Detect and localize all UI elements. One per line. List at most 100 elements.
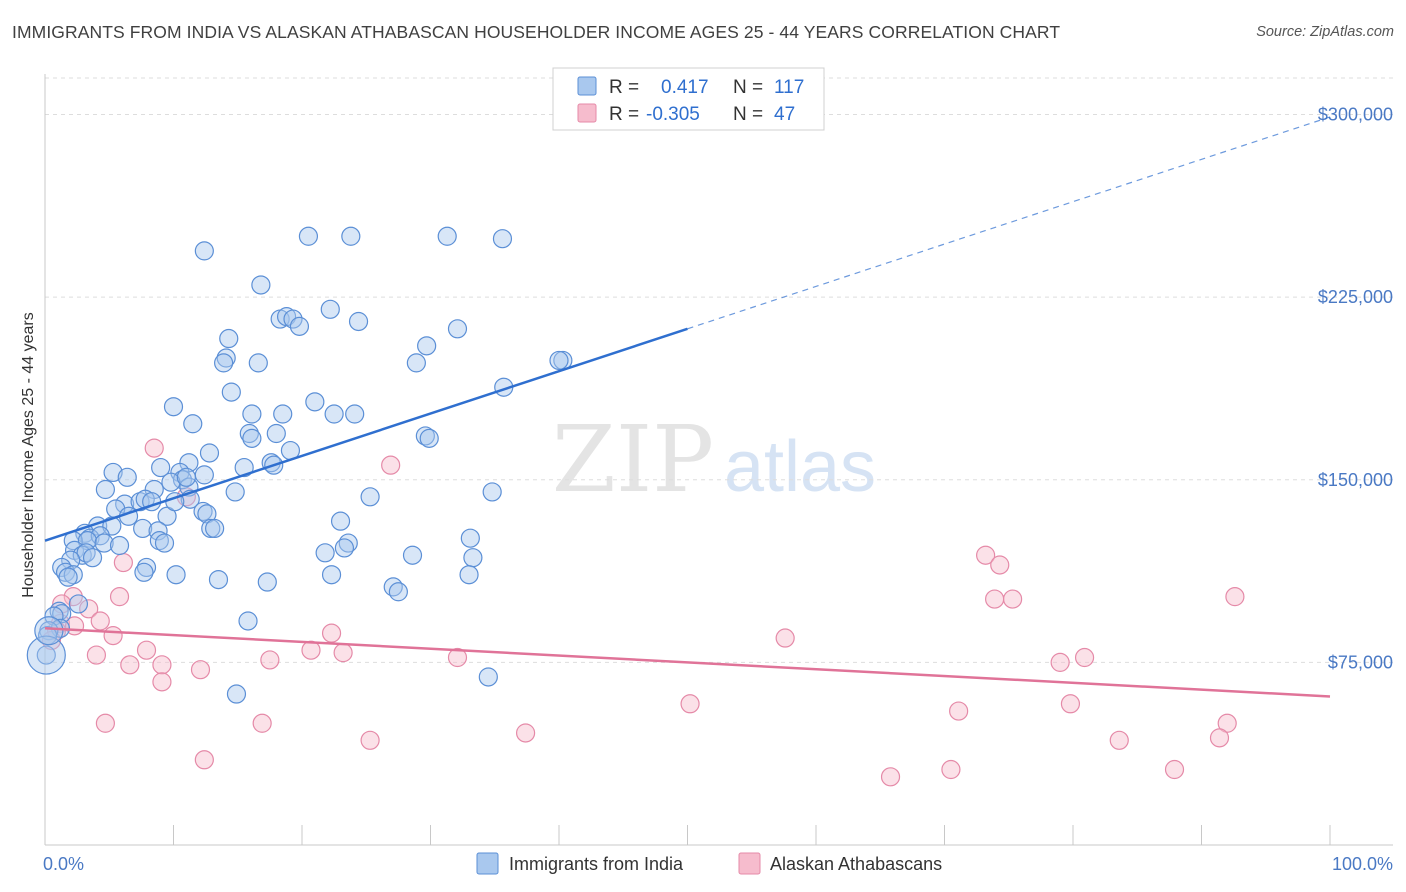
athabascan-point-12	[103, 625, 123, 646]
india-point-25	[273, 404, 293, 424]
chart-title: IMMIGRANTS FROM INDIA VS ALASKAN ATHABAS…	[12, 22, 1061, 42]
athabascan-point-26	[976, 545, 996, 565]
india-point-110	[161, 472, 181, 492]
x-tick-max: 100.0%	[1332, 854, 1393, 874]
athabascan-point-45	[1164, 759, 1185, 780]
india-point-1	[298, 226, 319, 246]
y-tick-labels: $75,000 $150,000 $225,000 $300,000	[1318, 105, 1393, 673]
india-point-22	[163, 397, 184, 417]
india-cluster-point-a	[26, 635, 66, 675]
source-credit: Source: ZipAtlas.com	[1256, 24, 1394, 40]
india-point-37	[234, 457, 254, 478]
legend-r-label-athabascan: R =	[609, 104, 639, 125]
india-point-103	[238, 611, 258, 631]
athabascan-point-37	[252, 713, 272, 733]
athabascan-point-17	[333, 643, 353, 663]
india-point-95	[208, 569, 229, 590]
india-trend-extension	[687, 116, 1331, 330]
india-point-11	[348, 311, 369, 332]
india-point-83	[402, 545, 423, 565]
athabascan-point-42	[1209, 728, 1230, 748]
india-point-100	[52, 604, 72, 624]
athabascan-point-27	[990, 555, 1010, 575]
india-point-18	[406, 353, 426, 373]
india-point-90	[58, 567, 78, 587]
india-point-28	[183, 414, 203, 434]
india-point-115	[68, 594, 89, 614]
bottom-legend-swatch-india	[476, 852, 499, 875]
india-point-111	[82, 548, 103, 568]
athabascan-point-20	[447, 647, 468, 668]
athabascan-point-7	[79, 599, 99, 619]
trend-lines	[44, 116, 1331, 698]
athabascan-point-39	[515, 723, 536, 743]
athabascan-point-30	[1225, 587, 1245, 607]
athabascan-point-35	[1060, 694, 1081, 714]
india-point-107	[478, 667, 498, 687]
india-point-44	[117, 467, 137, 487]
india-point-106	[36, 645, 56, 665]
y-tick-label-2: $225,000	[1318, 287, 1393, 307]
india-trend-line	[44, 327, 688, 542]
india-point-114	[334, 538, 355, 558]
india-point-16	[214, 353, 234, 373]
athabascan-point-25	[775, 628, 795, 648]
athabascan-point-31	[1050, 652, 1070, 672]
india-point-17	[248, 353, 268, 373]
india-point-75	[149, 531, 169, 551]
athabascan-point-44	[941, 759, 961, 780]
legend-r-value-india: 0.417	[661, 77, 709, 98]
athabascan-point-22	[152, 655, 172, 675]
india-point-68	[205, 518, 225, 539]
india-point-34	[199, 443, 220, 463]
axes	[44, 74, 1393, 846]
india-point-0	[194, 241, 214, 261]
india-point-94	[459, 565, 479, 585]
india-point-84	[463, 548, 483, 568]
stats-legend-box	[552, 67, 825, 131]
india-point-92	[166, 565, 186, 585]
athabascan-point-8	[90, 611, 110, 631]
athabascan-point-28	[985, 589, 1005, 609]
india-point-13	[219, 328, 239, 349]
athabascan-point-21	[120, 655, 140, 675]
india-point-89	[63, 565, 83, 585]
india-points	[26, 226, 573, 704]
india-point-5	[251, 275, 271, 295]
india-point-49	[225, 482, 245, 502]
india-point-24	[242, 404, 262, 424]
india-point-2	[341, 226, 361, 246]
india-point-12	[447, 319, 468, 339]
india-point-26	[324, 404, 344, 424]
athabascan-point-33	[680, 694, 700, 714]
india-point-65	[133, 518, 153, 539]
athabascan-point-46	[880, 767, 901, 787]
athabascan-point-34	[949, 701, 969, 721]
athabascan-point-18	[86, 645, 107, 665]
india-point-14	[417, 336, 437, 356]
india-point-4	[492, 229, 513, 249]
legend-n-label-athabascan: N =	[733, 104, 763, 125]
india-point-113	[176, 467, 196, 487]
athabascan-point-40	[360, 730, 380, 750]
athabascan-trend-line	[44, 627, 1331, 698]
india-point-66	[148, 521, 168, 541]
y-axis-label: Householder Income Ages 25 - 44 years	[20, 312, 37, 598]
india-point-78	[460, 528, 480, 548]
bottom-legend-swatch-athabascan	[738, 852, 761, 875]
india-point-10	[289, 316, 310, 336]
grid-lines	[45, 77, 1393, 663]
bottom-legend-label-athabascan: Alaskan Athabascans	[770, 854, 942, 874]
india-point-51	[482, 482, 502, 502]
stats-legend: R = 0.417 N = 117 R = -0.305 N = 47	[552, 67, 825, 131]
athabascan-point-19	[260, 650, 280, 670]
india-point-7	[320, 299, 340, 319]
athabascan-point-41	[1109, 730, 1129, 750]
y-tick-label-3: $300,000	[1318, 105, 1393, 125]
india-point-76	[154, 533, 175, 553]
india-point-46	[95, 479, 115, 500]
athabascan-point-0	[144, 438, 164, 458]
athabascan-point-13	[321, 623, 342, 643]
india-point-54	[130, 492, 150, 512]
